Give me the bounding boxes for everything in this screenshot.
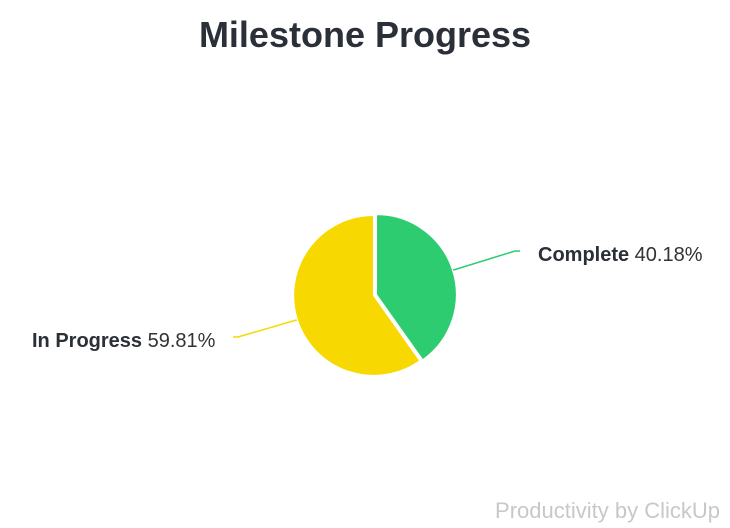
pie-slice-complete[interactable]	[375, 213, 457, 361]
slice-label-complete: Complete 40.18%	[538, 244, 703, 266]
pie-labels: Complete 40.18% In Progress 59.81%	[32, 244, 703, 352]
slice-label-value: 59.81%	[142, 330, 216, 352]
footer-credit[interactable]: Productivity by ClickUp	[495, 498, 720, 523]
pie-slice-in-progress[interactable]	[292, 214, 421, 377]
chart-title: Milestone Progress	[198, 14, 532, 55]
connector-line-in-progress	[233, 319, 298, 338]
pie-connectors	[233, 250, 520, 338]
slice-label-in-progress: In Progress 59.81%	[32, 330, 216, 352]
connector-line-complete	[452, 250, 520, 271]
slice-label-value: 40.18%	[629, 244, 703, 266]
slice-label-name: Complete	[538, 244, 629, 266]
slice-label-name: In Progress	[32, 330, 142, 352]
pie-slices	[292, 213, 457, 377]
